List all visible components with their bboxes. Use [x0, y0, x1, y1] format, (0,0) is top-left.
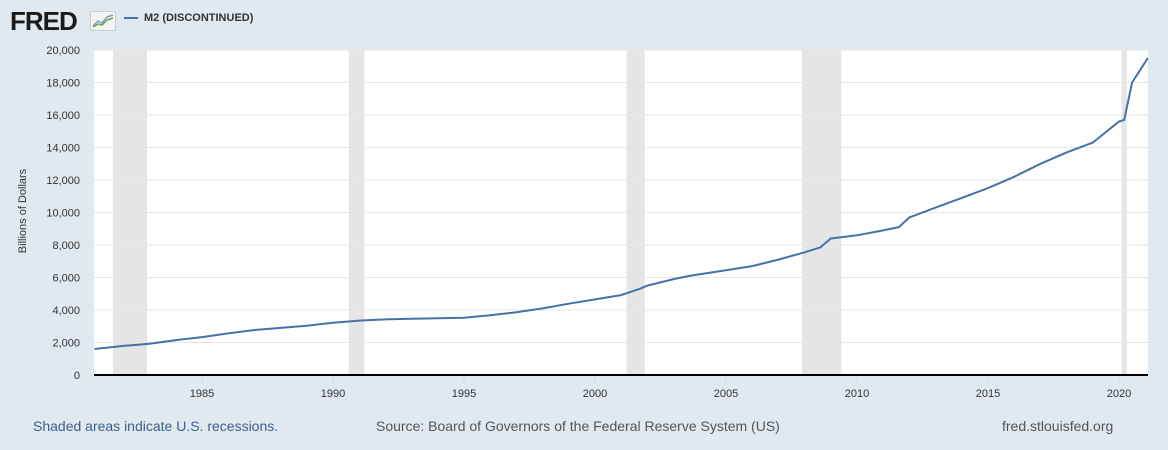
y-tick-label: 8,000 [52, 240, 80, 252]
y-tick-label: 6,000 [52, 273, 80, 285]
y-tick-label: 4,000 [52, 305, 80, 317]
x-tick-label: 2015 [976, 388, 1000, 400]
x-tick-label: 2020 [1107, 388, 1131, 400]
x-tick-label: 2010 [845, 388, 869, 400]
source-text: Source: Board of Governors of the Federa… [376, 418, 780, 434]
x-tick-label: 1995 [452, 388, 476, 400]
y-tick-label: 0 [74, 370, 80, 382]
x-tick-label: 2000 [583, 388, 607, 400]
x-tick-label: 1985 [190, 388, 214, 400]
recession-note-link[interactable]: Shaded areas indicate U.S. recessions. [33, 418, 279, 434]
legend-swatch [124, 17, 138, 19]
y-tick-label: 10,000 [46, 208, 80, 220]
y-tick-label: 18,000 [46, 78, 80, 90]
y-tick-label: 16,000 [46, 110, 80, 122]
line-chart-icon [90, 11, 116, 31]
fred-logo[interactable]: FRED [10, 6, 78, 36]
x-tick-label: 1990 [321, 388, 345, 400]
x-tick-label: 2005 [714, 388, 738, 400]
legend: M2 (DISCONTINUED) [124, 12, 253, 24]
y-tick-label: 12,000 [46, 175, 80, 187]
chart-area[interactable]: 0 2,000 4,000 6,000 8,000 10,000 12,000 14,000 1… [0, 0, 1168, 400]
series-label[interactable]: M2 (DISCONTINUED) [144, 12, 254, 24]
series-line[interactable] [94, 57, 1149, 350]
y-tick-label: 14,000 [46, 143, 80, 155]
y-tick-label: 20,000 [46, 45, 80, 57]
y-tick-label: 2,000 [52, 338, 80, 350]
site-url: fred.stlouisfed.org [1002, 418, 1114, 434]
